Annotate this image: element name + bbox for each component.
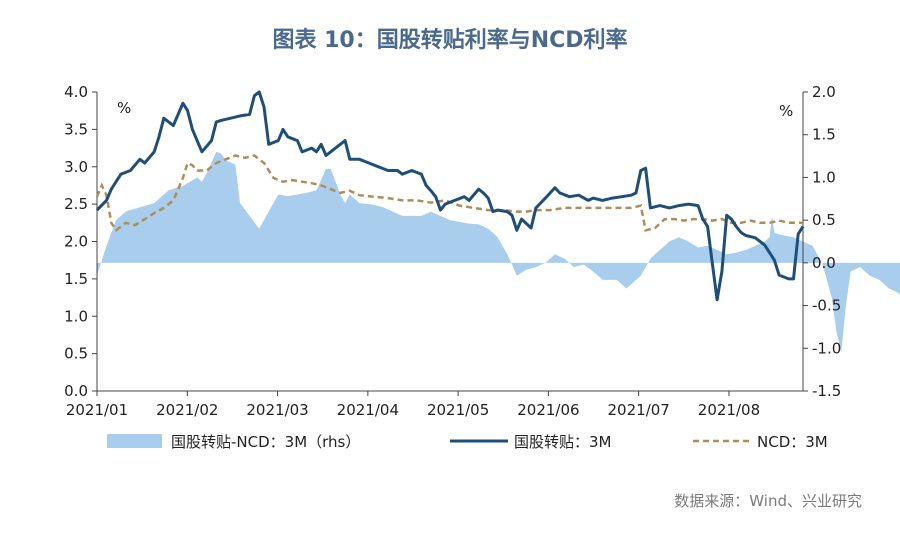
right-tick-label: 0.5	[812, 211, 836, 229]
x-tick-label: 2021/04	[337, 401, 399, 419]
x-tick-label: 2021/01	[66, 401, 128, 419]
left-axis-unit: %	[117, 99, 131, 117]
left-tick-label: 2.0	[64, 233, 88, 251]
right-axis-unit: %	[779, 102, 793, 120]
discount-3m-line	[95, 90, 805, 302]
x-tick-label: 2021/08	[698, 401, 760, 419]
axes-layer: 0.0 0.5 1.0 1.5 2.0 2.5 3.0 3.5 4.0 -1.5 -1.0 -0.5 0…	[64, 83, 841, 419]
left-tick-label: 0.0	[64, 382, 88, 400]
x-tick-label: 2021/07	[608, 401, 670, 419]
right-tick-label: 0.0	[812, 254, 836, 272]
x-tick-label: 2021/06	[517, 401, 579, 419]
left-tick-label: 4.0	[64, 83, 88, 101]
left-tick-label: 3.5	[64, 120, 88, 138]
left-tick-label: 1.0	[64, 307, 88, 325]
legend-label-discount: 国股转贴：3M	[514, 433, 612, 451]
x-tick-label: 2021/02	[156, 401, 218, 419]
right-tick-label: 2.0	[812, 83, 836, 101]
x-tick-label: 2021/05	[427, 401, 489, 419]
series-lines-layer	[95, 90, 805, 302]
left-tick-label: 1.5	[64, 270, 88, 288]
right-tick-label: -1.5	[812, 382, 841, 400]
right-tick-label: -0.5	[812, 297, 841, 315]
legend-swatch-spread	[107, 434, 162, 448]
x-tick-label: 2021/03	[246, 401, 308, 419]
right-tick-label: 1.5	[812, 126, 836, 144]
source-note: 数据来源：Wind、兴业研究	[674, 492, 862, 510]
spread-area	[97, 151, 900, 353]
legend: 国股转贴-NCD：3M（rhs） 国股转贴：3M NCD：3M	[107, 433, 828, 451]
left-tick-label: 0.5	[64, 345, 88, 363]
left-tick-label: 2.5	[64, 195, 88, 213]
left-tick-label: 3.0	[64, 158, 88, 176]
legend-label-spread: 国股转贴-NCD：3M（rhs）	[171, 433, 360, 451]
right-tick-label: -1.0	[812, 339, 841, 357]
spread-area-layer	[97, 151, 900, 353]
right-tick-label: 1.0	[812, 168, 836, 186]
legend-label-ncd: NCD：3M	[757, 433, 828, 451]
chart-title: 图表 10：国股转贴利率与NCD利率	[272, 28, 628, 53]
ncd-3m-line	[95, 154, 803, 233]
